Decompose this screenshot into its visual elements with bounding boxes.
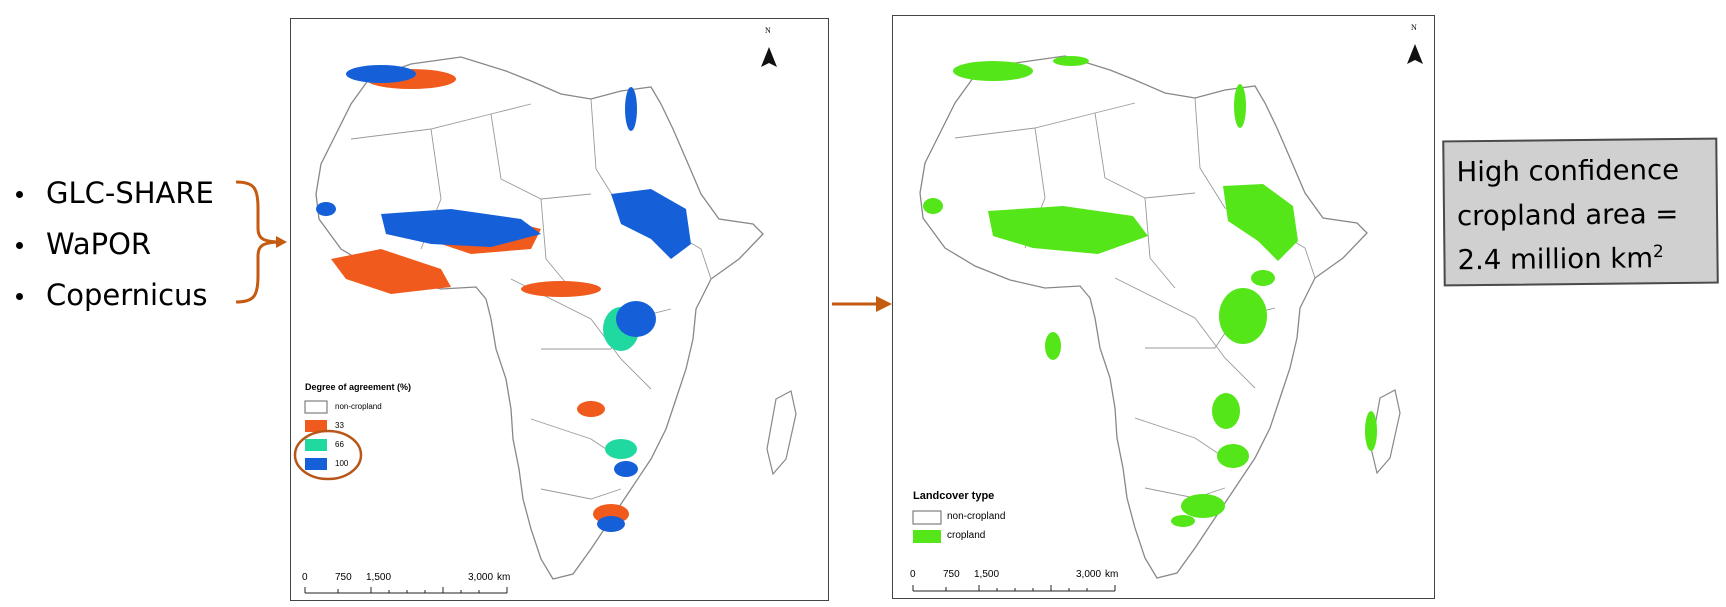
north-arrow-icon: [1407, 44, 1423, 64]
callout-line-1: High confidence: [1456, 153, 1680, 189]
scale-bar: [912, 585, 1116, 592]
agreement-map: N: [293, 26, 797, 594]
callout-line-2: cropland area =: [1456, 197, 1679, 233]
scale-tick-1500: 1,500: [974, 569, 1000, 580]
callout-value: 2.4 million km: [1457, 242, 1654, 277]
legend-title: Degree of agreement (%): [305, 382, 412, 392]
legend-swatch-non-cropland: [304, 400, 328, 414]
bullet-icon: [16, 242, 23, 249]
legend-label-100: 100: [335, 459, 349, 468]
legend-swatch-100: [305, 458, 327, 470]
source-item-copernicus: Copernicus: [14, 270, 224, 321]
source-label: GLC-SHARE: [46, 176, 214, 210]
source-item-wapor: WaPOR: [14, 219, 224, 270]
north-label: N: [765, 26, 771, 35]
legend-label-non-cropland: non-cropland: [335, 402, 382, 411]
legend-swatch-non-cropland: [912, 510, 942, 525]
bullet-icon: [16, 191, 23, 198]
source-item-glc-share: GLC-SHARE: [14, 168, 224, 219]
arrow-right-icon: [832, 296, 892, 312]
bullet-icon: [16, 293, 23, 300]
scale-tick-1500: 1,500: [366, 572, 392, 583]
landcover-map-panel: N Landcover type non-cropland cropland 0…: [892, 15, 1435, 599]
legend-swatch-33: [305, 420, 327, 432]
scale-tick-750: 750: [335, 572, 352, 583]
scale-tick-3000: 3,000: [468, 572, 494, 583]
agreement-map-panel: N Degree of agreement (%) non-cropland 3…: [290, 18, 829, 601]
brace-icon: [235, 180, 287, 304]
source-list: GLC-SHARE WaPOR Copernicus: [14, 168, 224, 321]
scale-unit: km: [1105, 569, 1119, 580]
legend-swatch-cropland: [913, 530, 941, 543]
legend-label-cropland: cropland: [947, 530, 986, 541]
legend-label-non-cropland: non-cropland: [947, 511, 1006, 522]
legend-label-66: 66: [335, 440, 344, 449]
north-label: N: [1411, 23, 1417, 32]
madagascar-outline: [766, 390, 797, 476]
north-arrow-icon: [761, 47, 777, 67]
highlight-ring: [293, 429, 363, 481]
scale-tick-3000: 3,000: [1076, 569, 1102, 580]
legend-label-33: 33: [335, 421, 344, 430]
source-label: Copernicus: [46, 278, 208, 312]
scale-unit: km: [497, 572, 511, 583]
scale-bar: [304, 587, 508, 594]
cropland-areas: [923, 56, 1377, 527]
scale-tick-0: 0: [302, 572, 308, 583]
result-callout: High confidence cropland area = 2.4 mill…: [1442, 137, 1719, 287]
scale-tick-750: 750: [943, 569, 960, 580]
legend-title: Landcover type: [913, 490, 995, 502]
callout-exponent: 2: [1652, 241, 1664, 263]
legend-swatch-66: [305, 439, 327, 451]
scale-tick-0: 0: [910, 569, 916, 580]
source-label: WaPOR: [46, 227, 152, 261]
landcover-map: N: [912, 23, 1423, 592]
callout-line-3: 2.4 million km2: [1457, 236, 1706, 283]
